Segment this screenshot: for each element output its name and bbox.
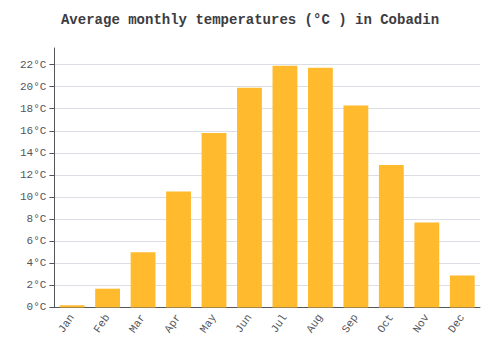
svg-text:20°C: 20°C <box>20 81 47 93</box>
svg-text:4°C: 4°C <box>27 257 47 269</box>
svg-text:Feb: Feb <box>91 312 112 335</box>
svg-text:14°C: 14°C <box>20 147 47 159</box>
svg-text:Apr: Apr <box>162 312 183 335</box>
svg-text:22°C: 22°C <box>20 59 47 71</box>
svg-text:Oct: Oct <box>375 312 396 335</box>
svg-text:Dec: Dec <box>446 312 467 335</box>
svg-text:Jan: Jan <box>56 312 77 335</box>
svg-text:Average monthly temperatures (: Average monthly temperatures (°C ) in Co… <box>61 12 439 28</box>
svg-text:Nov: Nov <box>411 312 432 335</box>
svg-text:Mar: Mar <box>127 312 148 335</box>
svg-text:May: May <box>198 312 219 335</box>
svg-text:Aug: Aug <box>304 312 325 335</box>
svg-text:0°C: 0°C <box>27 301 47 313</box>
svg-text:12°C: 12°C <box>20 169 47 181</box>
svg-text:10°C: 10°C <box>20 191 47 203</box>
svg-text:16°C: 16°C <box>20 125 47 137</box>
svg-text:Jun: Jun <box>233 312 254 335</box>
svg-text:18°C: 18°C <box>20 103 47 115</box>
svg-text:2°C: 2°C <box>27 279 47 291</box>
svg-text:8°C: 8°C <box>27 213 47 225</box>
svg-text:6°C: 6°C <box>27 235 47 247</box>
svg-text:Sep: Sep <box>340 312 361 335</box>
svg-text:Jul: Jul <box>269 312 290 335</box>
